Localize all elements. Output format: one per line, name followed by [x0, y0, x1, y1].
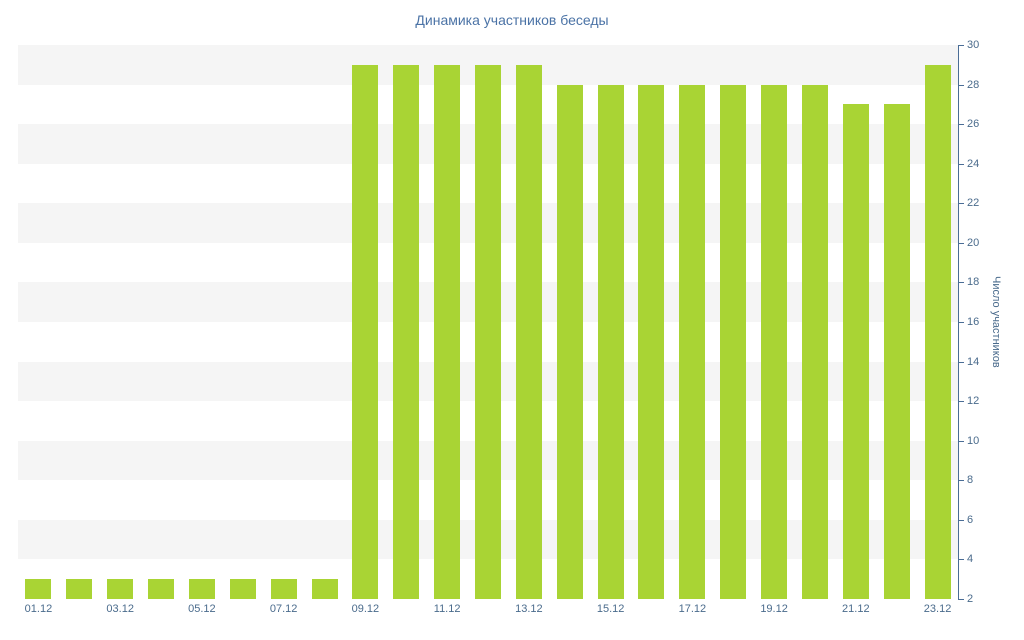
x-axis-label: 09.12: [351, 603, 380, 615]
y-axis-tick: [958, 559, 964, 561]
y-axis-tick: [958, 124, 964, 126]
y-axis-tick-label: 20: [967, 236, 980, 249]
bar-03.12[interactable]: [107, 579, 134, 599]
bar-05.12[interactable]: [188, 579, 215, 599]
y-axis-tick-label: 28: [967, 78, 980, 91]
x-axis-label: 15.12: [596, 603, 625, 615]
bar-12.12[interactable]: [475, 64, 501, 599]
bar-17.12[interactable]: [679, 84, 706, 599]
y-axis-tick: [958, 242, 964, 244]
y-axis-tick-label: 26: [967, 118, 980, 131]
bar-10.12[interactable]: [393, 64, 420, 599]
bar-08.12[interactable]: [311, 579, 338, 599]
y-axis-tick-label: 18: [967, 276, 980, 289]
bar-23.12[interactable]: [924, 64, 951, 599]
bar-07.12[interactable]: [270, 579, 297, 599]
y-axis-tick: [958, 361, 964, 363]
bar-04.12[interactable]: [148, 579, 175, 599]
bar-01.12[interactable]: [25, 579, 52, 599]
y-axis-tick: [958, 480, 964, 482]
y-axis-tick-label: 16: [967, 316, 980, 328]
x-axis-label: 13.12: [515, 603, 543, 615]
bar-20.12[interactable]: [801, 84, 828, 599]
x-axis-label: 19.12: [760, 603, 788, 615]
bar-11.12[interactable]: [434, 64, 461, 599]
x-axis-label: 11.12: [433, 603, 461, 615]
y-axis-tick-label: 30: [967, 39, 980, 51]
x-axis-label: 03.12: [106, 603, 134, 615]
y-axis-tick: [958, 519, 964, 521]
y-axis-tick: [958, 322, 964, 323]
y-axis-tick-label: 4: [967, 553, 974, 566]
x-axis-label: 01.12: [24, 603, 53, 615]
y-axis-tick-label: 22: [967, 197, 980, 210]
y-axis-tick-label: 10: [967, 434, 980, 447]
x-axis-label: 21.12: [842, 603, 870, 615]
chart-title: Динамика участников беседы: [415, 12, 609, 28]
y-axis-tick: [958, 84, 964, 86]
bar-21.12[interactable]: [842, 104, 869, 599]
bar-15.12[interactable]: [597, 84, 624, 599]
y-axis-tick-label: 8: [967, 474, 974, 487]
bar-02.12[interactable]: [66, 579, 93, 599]
bar-22.12[interactable]: [883, 104, 910, 599]
y-axis-title: Число участников: [990, 276, 1002, 368]
y-axis-tick-label: 2: [967, 593, 974, 605]
y-axis-tick: [958, 163, 964, 165]
plot-area: [18, 45, 958, 599]
bar-09.12[interactable]: [352, 64, 379, 599]
y-axis-tick: [958, 45, 964, 46]
bar-14.12[interactable]: [556, 84, 583, 599]
y-axis-tick: [958, 440, 964, 442]
bar-06.12[interactable]: [229, 579, 256, 599]
y-axis-tick-label: 12: [967, 395, 980, 408]
x-axis-label: 17.12: [678, 603, 707, 615]
y-axis-tick: [958, 203, 964, 205]
y-axis-tick: [958, 599, 964, 600]
bar-19.12[interactable]: [761, 84, 788, 599]
y-axis-tick-label: 6: [967, 513, 974, 526]
y-axis-tick-label: 24: [967, 157, 980, 170]
x-axis-label: 07.12: [269, 603, 298, 615]
bar-16.12[interactable]: [638, 84, 665, 599]
bar-18.12[interactable]: [720, 84, 747, 599]
bar-13.12[interactable]: [515, 64, 542, 599]
x-axis-label: 23.12: [923, 603, 952, 615]
x-axis-label: 05.12: [188, 603, 216, 615]
y-axis-tick: [958, 401, 964, 403]
y-axis-tick-label: 14: [967, 355, 980, 368]
y-axis-tick: [958, 282, 964, 284]
